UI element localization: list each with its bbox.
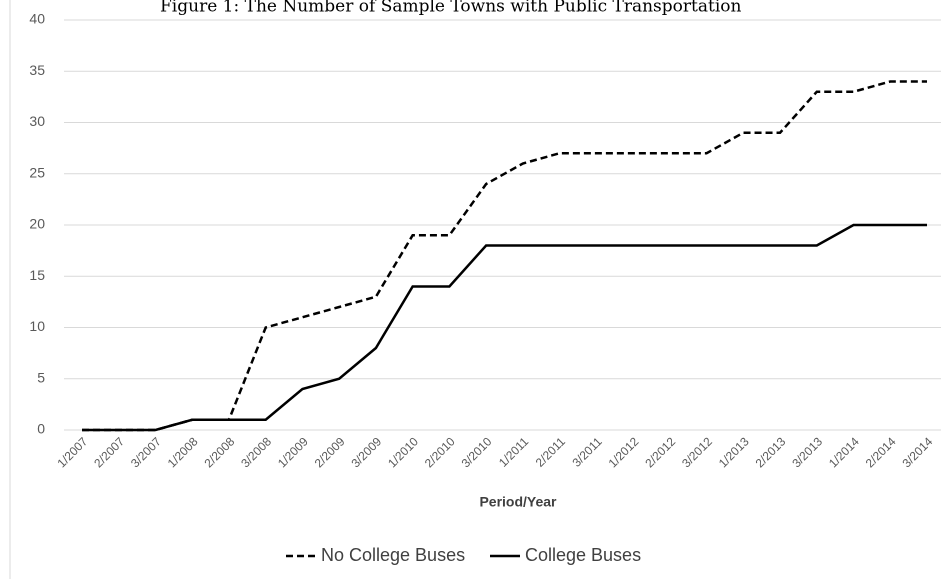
legend-label: No College Buses (321, 545, 465, 565)
y-tick-label: 15 (29, 267, 45, 283)
series-line (82, 223, 927, 432)
y-tick-label: 5 (37, 369, 45, 385)
y-tick-label: 30 (29, 113, 45, 129)
legend-label: College Buses (525, 545, 641, 565)
y-tick-label: 35 (29, 62, 45, 78)
y-tick-label: 0 (37, 421, 45, 437)
y-tick-label: 25 (29, 164, 45, 180)
y-tick-label: 10 (29, 318, 45, 334)
chart-title: Figure 1: The Number of Sample Towns wit… (160, 0, 741, 17)
y-tick-label: 40 (29, 11, 45, 27)
x-axis-label: Period/Year (479, 494, 557, 510)
series-line (82, 80, 927, 432)
y-tick-label: 20 (29, 216, 45, 232)
